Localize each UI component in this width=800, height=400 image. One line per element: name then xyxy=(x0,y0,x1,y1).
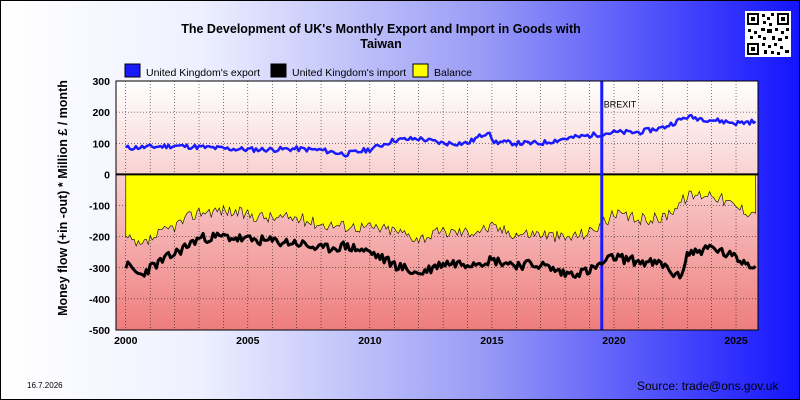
x-tick-label: 2010 xyxy=(358,335,382,347)
y-axis: 300 200 100 0 -100 -200 -300 -400 -500 xyxy=(89,76,110,337)
legend-label-balance: Balance xyxy=(434,67,472,79)
title-line-2: Taiwan xyxy=(360,37,402,51)
plot-border xyxy=(115,80,759,331)
x-tick-label: 2020 xyxy=(602,335,626,347)
y-tick-label: 0 xyxy=(104,169,110,181)
x-tick-label: 2000 xyxy=(114,335,138,347)
legend-label-import: United Kingdom's import xyxy=(292,67,406,79)
x-axis: 2000 2005 2010 2015 2020 2025 xyxy=(114,335,748,347)
y-tick-label: 200 xyxy=(92,107,110,119)
import-line xyxy=(124,231,757,280)
x-tick-label: 2005 xyxy=(236,335,260,347)
export-line xyxy=(125,113,757,158)
brexit-label: BREXIT xyxy=(604,99,637,109)
title-line-1: The Development of UK's Monthly Export a… xyxy=(181,22,581,36)
x-tick-label: 2025 xyxy=(724,335,748,347)
y-tick-label: -300 xyxy=(89,263,110,275)
balance-area xyxy=(125,174,756,247)
x-tick-label: 2015 xyxy=(480,335,504,347)
y-tick-label: -400 xyxy=(89,294,110,306)
y-tick-label: -100 xyxy=(89,201,110,213)
date-stamp: 16.7.2026 xyxy=(27,381,63,390)
y-tick-label: -200 xyxy=(89,232,110,244)
legend-label-export: United Kingdom's export xyxy=(146,67,260,79)
y-tick-label: 100 xyxy=(92,138,110,150)
y-tick-label: 300 xyxy=(92,76,110,88)
plot-area-positive xyxy=(116,81,758,174)
y-axis-label: Money flow (+in -out) * Million £ / mont… xyxy=(56,80,70,316)
legend-swatch-balance xyxy=(412,63,429,78)
legend-swatch-import xyxy=(270,63,287,78)
legend-swatch-export xyxy=(124,63,141,78)
y-tick-label: -500 xyxy=(89,325,110,337)
chart-title: The Development of UK's Monthly Export a… xyxy=(141,22,621,52)
qr-code-icon xyxy=(745,11,791,57)
legend: United Kingdom's export United Kingdom's… xyxy=(124,63,472,79)
source-credit: Source: trade@ons.gov.uk xyxy=(637,379,779,393)
